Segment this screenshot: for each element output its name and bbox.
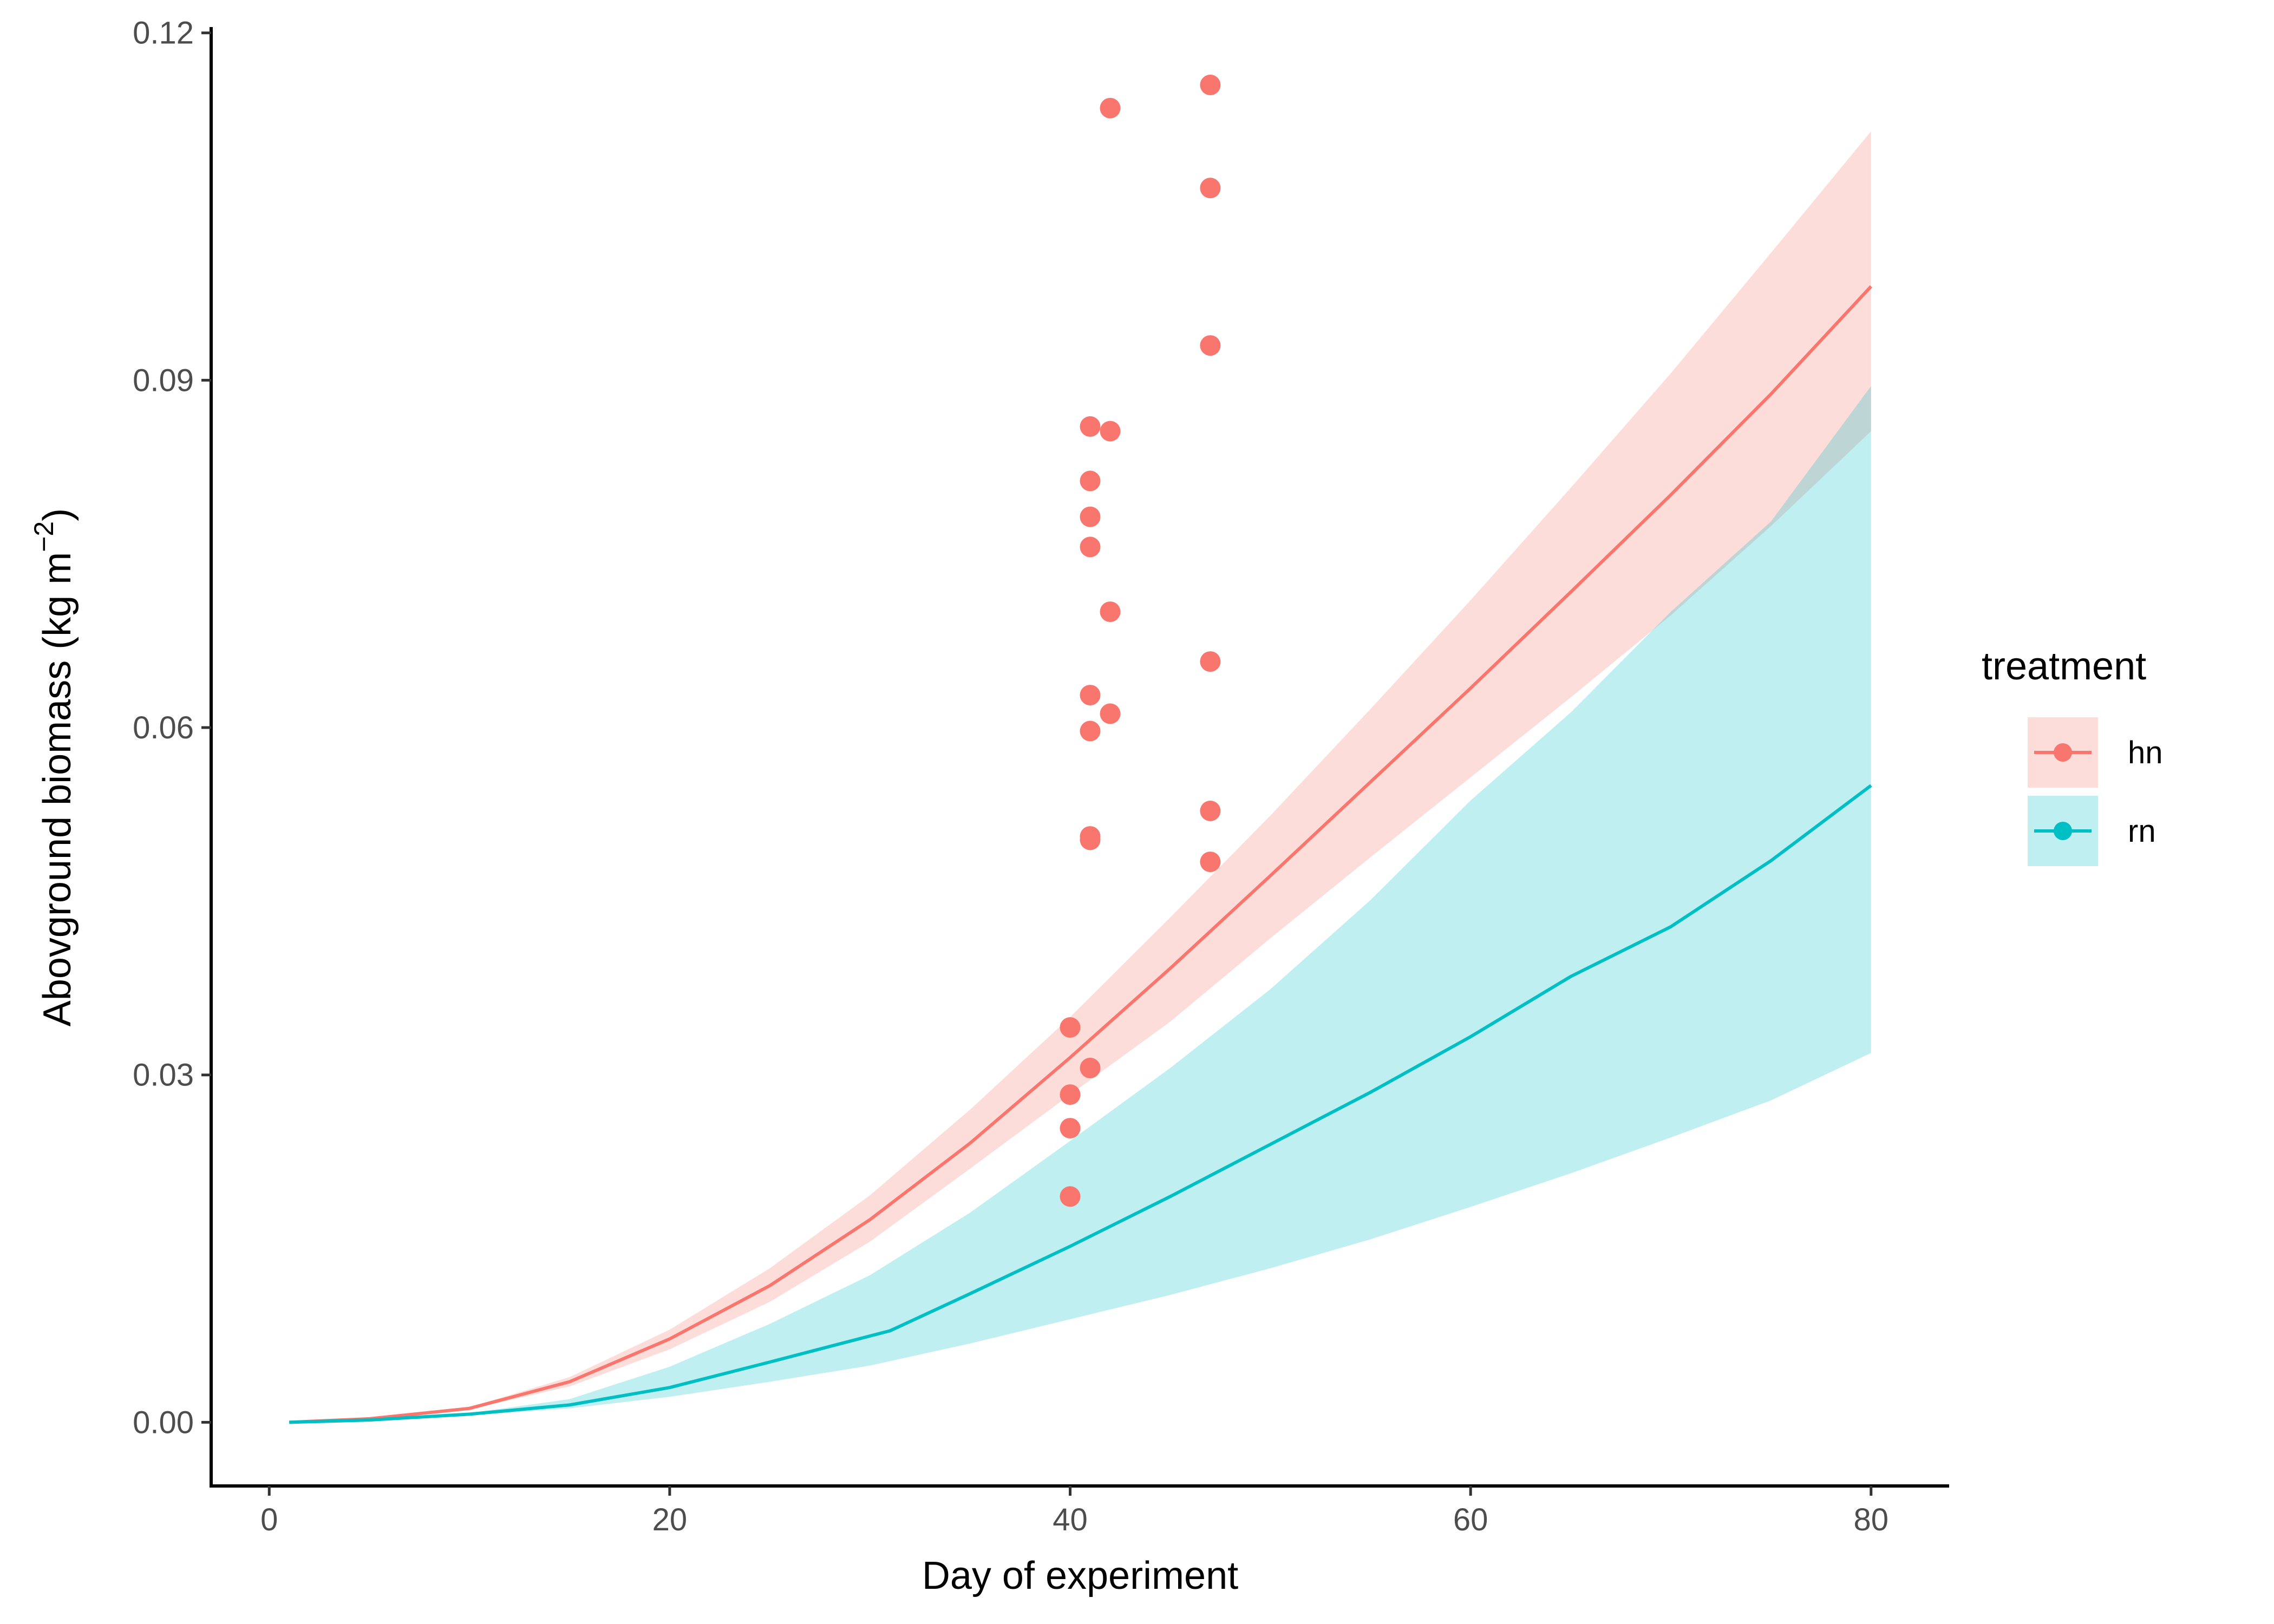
point-hn bbox=[1080, 470, 1101, 492]
point-hn bbox=[1200, 801, 1221, 821]
line-hn bbox=[289, 285, 1872, 1424]
legend: treatment hn rn bbox=[1982, 645, 2163, 866]
legend-key-point bbox=[2054, 822, 2072, 840]
x-tick-label: 60 bbox=[1453, 1502, 1488, 1537]
point-hn bbox=[1080, 536, 1101, 558]
y-axis-ticks: 0.00 0.03 0.06 0.09 0.12 bbox=[133, 16, 211, 1440]
y-tick-label: 0.03 bbox=[133, 1058, 194, 1093]
point-hn bbox=[1200, 178, 1221, 199]
point-hn bbox=[1060, 1118, 1081, 1139]
point-hn bbox=[1060, 1017, 1081, 1038]
x-tick-label: 40 bbox=[1053, 1502, 1088, 1537]
x-axis-ticks: 0 20 40 60 80 bbox=[260, 1486, 1889, 1537]
point-hn bbox=[1200, 651, 1221, 672]
y-axis-title-main: Abovground biomass (kg m bbox=[36, 552, 79, 1026]
legend-entry-rn: rn bbox=[2028, 796, 2156, 866]
point-hn bbox=[1200, 74, 1221, 95]
point-hn bbox=[1080, 826, 1101, 847]
y-tick-label: 0.12 bbox=[133, 16, 194, 51]
y-axis-title-close: ) bbox=[36, 508, 79, 521]
point-hn bbox=[1080, 685, 1101, 706]
point-hn bbox=[1100, 97, 1121, 119]
x-tick-label: 80 bbox=[1854, 1502, 1889, 1537]
point-hn bbox=[1080, 506, 1101, 527]
legend-title: treatment bbox=[1982, 645, 2146, 688]
point-hn bbox=[1200, 852, 1221, 873]
ribbon-layer bbox=[289, 131, 1871, 1423]
y-tick-label: 0.00 bbox=[133, 1405, 194, 1440]
legend-key-point bbox=[2054, 743, 2072, 762]
plot-area bbox=[289, 74, 1872, 1424]
point-hn bbox=[1080, 1057, 1101, 1078]
legend-label: hn bbox=[2128, 735, 2163, 770]
point-hn bbox=[1060, 1084, 1081, 1105]
y-axis-title: Abovground biomass (kg m−2) bbox=[29, 508, 79, 1026]
x-axis-title: Day of experiment bbox=[922, 1554, 1238, 1597]
line-rn bbox=[289, 784, 1872, 1424]
point-layer bbox=[1060, 74, 1221, 1207]
legend-label: rn bbox=[2128, 814, 2156, 849]
ribbon-rn bbox=[289, 386, 1871, 1423]
x-tick-label: 0 bbox=[260, 1502, 278, 1537]
y-tick-label: 0.09 bbox=[133, 363, 194, 398]
point-hn bbox=[1200, 335, 1221, 356]
line-layer bbox=[289, 285, 1872, 1424]
y-tick-label: 0.06 bbox=[133, 710, 194, 745]
legend-entries: hn rn bbox=[2028, 717, 2163, 866]
point-hn bbox=[1100, 601, 1121, 623]
y-axis-title-exponent: −2 bbox=[29, 521, 59, 552]
point-hn bbox=[1080, 416, 1101, 437]
x-tick-label: 20 bbox=[652, 1502, 688, 1537]
axes: 0.00 0.03 0.06 0.09 0.12 0 20 40 60 80 bbox=[133, 16, 1949, 1537]
point-hn bbox=[1100, 421, 1121, 442]
point-hn bbox=[1100, 703, 1121, 724]
point-hn bbox=[1060, 1186, 1081, 1207]
point-hn bbox=[1080, 721, 1101, 742]
legend-entry-hn: hn bbox=[2028, 717, 2163, 788]
